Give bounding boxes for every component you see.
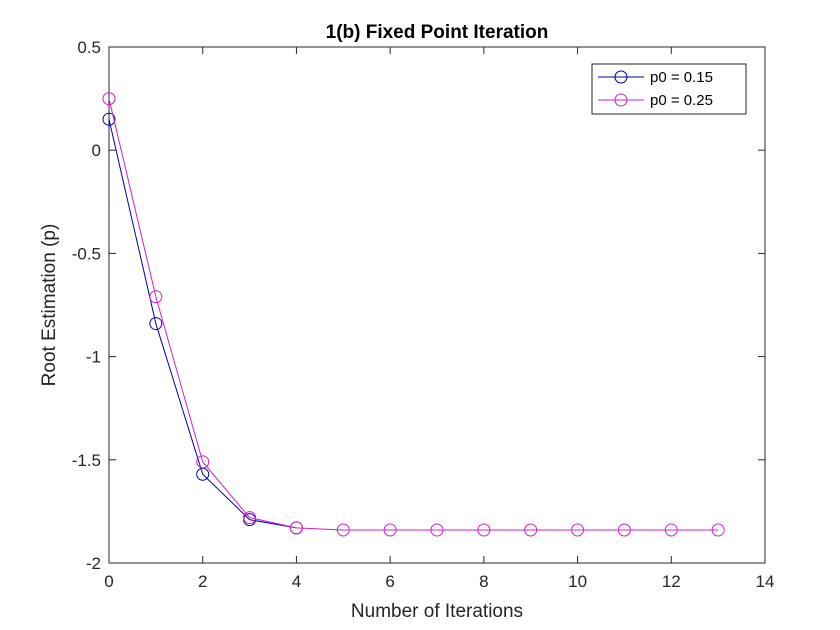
legend-item-1: p0 = 0.15 (598, 69, 713, 86)
legend: p0 = 0.15 p0 = 0.25 (591, 63, 747, 115)
series-1-line (108, 119, 297, 529)
y-tick-label: -2 (86, 554, 101, 573)
series-2-point (196, 455, 210, 469)
series-2-point (149, 290, 163, 304)
x-tick-label: 2 (198, 572, 207, 591)
y-tick-label: -1.5 (72, 451, 101, 470)
y-tick-label: 0 (92, 141, 101, 160)
series-2-point (430, 523, 444, 537)
series-2-point (289, 521, 303, 535)
series-2-point (524, 523, 538, 537)
series-2-point (243, 511, 257, 525)
y-tick-label: -0.5 (72, 244, 101, 263)
series-layer (102, 92, 725, 537)
x-tick-label: 14 (756, 572, 775, 591)
series-2-point (336, 523, 350, 537)
y-tick-label: -1 (86, 348, 101, 367)
legend-marker-1 (614, 70, 628, 84)
y-axis-label: Root Estimation (p) (39, 224, 60, 387)
series-2-point (477, 523, 491, 537)
plot-area (108, 46, 766, 564)
chart-title: 1(b) Fixed Point Iteration (326, 22, 549, 43)
legend-marker-2 (614, 93, 628, 107)
series-1-point (102, 112, 116, 126)
series-2-point (102, 92, 116, 106)
x-tick-label: 8 (479, 572, 488, 591)
series-2-line (108, 98, 719, 531)
series-2-point (617, 523, 631, 537)
x-tick-label: 0 (104, 572, 113, 591)
legend-label-1: p0 = 0.15 (650, 69, 713, 86)
x-axis-ticks: 0 2 4 6 8 10 12 14 (104, 47, 774, 591)
y-tick-label: 0.5 (77, 38, 101, 57)
x-tick-label: 10 (568, 572, 587, 591)
x-tick-label: 6 (385, 572, 394, 591)
x-tick-label: 4 (292, 572, 301, 591)
series-1-point (149, 317, 163, 331)
legend-label-2: p0 = 0.25 (650, 92, 713, 109)
series-2-point (711, 523, 725, 537)
legend-item-2: p0 = 0.25 (598, 92, 713, 109)
series-2-point (571, 523, 585, 537)
series-2-point (664, 523, 678, 537)
x-tick-label: 12 (662, 572, 681, 591)
x-axis-label: Number of Iterations (351, 601, 523, 622)
series-2-point (383, 523, 397, 537)
series-2 (102, 92, 725, 537)
y-axis-ticks: 0.5 0 -0.5 -1 -1.5 -2 (72, 38, 765, 573)
